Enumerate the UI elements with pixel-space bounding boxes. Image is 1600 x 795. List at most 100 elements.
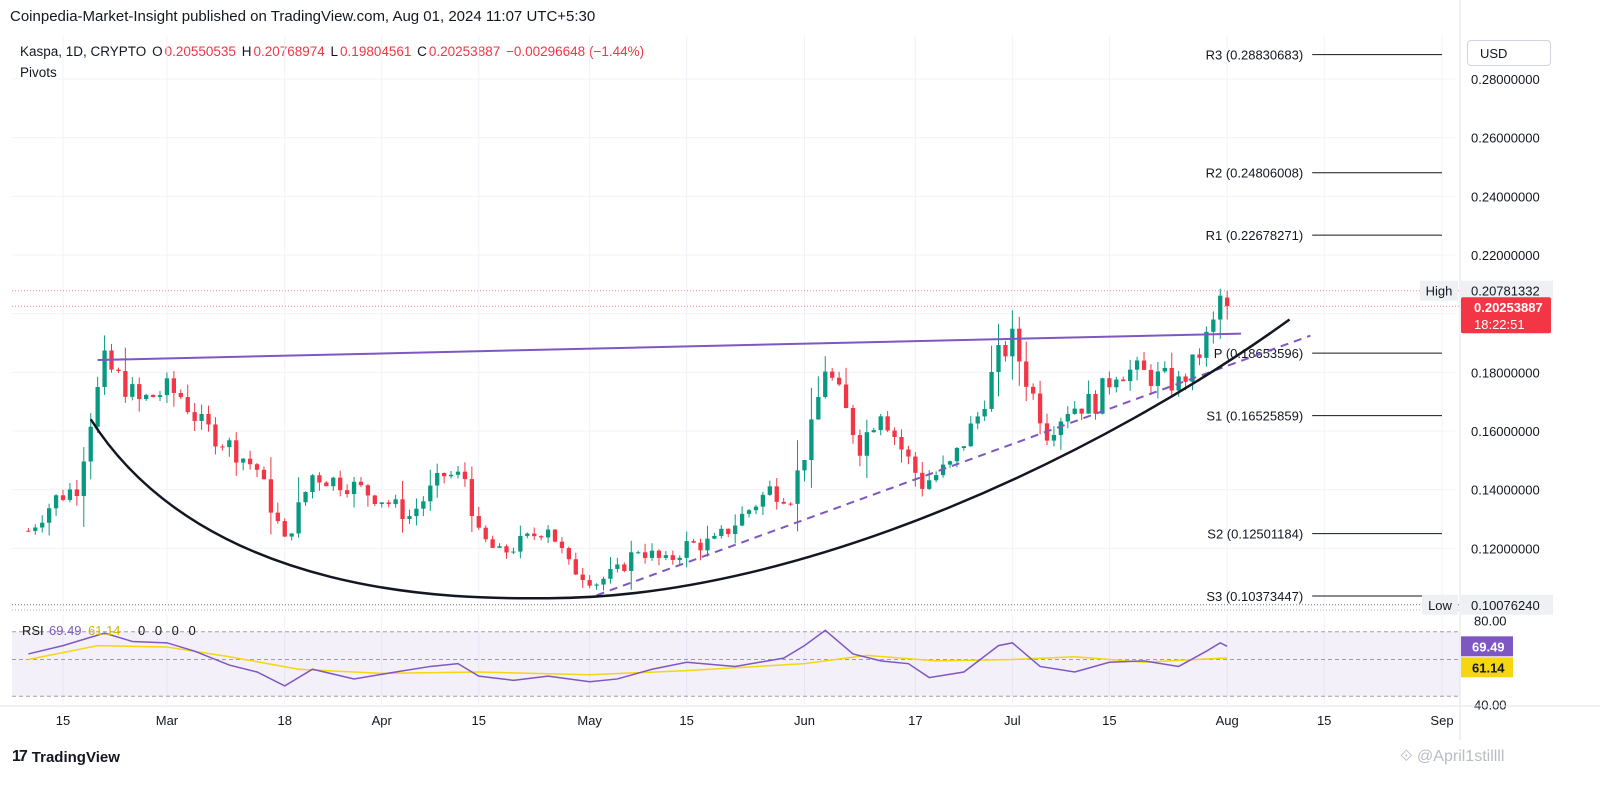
high-value: 0.20768974 xyxy=(253,44,325,59)
candle-body xyxy=(234,440,239,463)
candle-body xyxy=(247,458,253,465)
trendline-drawings xyxy=(89,318,1311,600)
candle-body xyxy=(462,471,468,480)
candle-body xyxy=(642,552,648,558)
candle-body xyxy=(906,449,911,457)
candle xyxy=(1010,310,1015,380)
candle xyxy=(566,546,572,565)
candle-body xyxy=(26,530,31,532)
candle-body xyxy=(275,512,280,522)
price-tick-label: 0.16000000 xyxy=(1471,424,1540,439)
candle xyxy=(40,515,45,533)
candle-body xyxy=(497,546,502,548)
candle xyxy=(830,367,835,381)
candle-body xyxy=(622,564,627,571)
candle xyxy=(102,335,107,395)
candle-body xyxy=(1031,386,1036,394)
candle-body xyxy=(857,435,863,456)
candle xyxy=(1058,417,1064,450)
candle xyxy=(421,496,426,517)
candle-body xyxy=(975,416,980,424)
candle-body xyxy=(317,475,322,483)
candle xyxy=(247,450,253,470)
tradingview-logo[interactable]: 17 TradingView xyxy=(12,748,120,766)
candle xyxy=(1197,348,1202,366)
candle-body xyxy=(1051,435,1057,441)
candle xyxy=(338,470,343,497)
candle-body xyxy=(1003,345,1008,357)
candle xyxy=(310,474,315,499)
candle-body xyxy=(961,446,967,448)
indicator-pivots-label[interactable]: Pivots xyxy=(20,65,57,80)
candle-body xyxy=(774,486,779,502)
candle xyxy=(462,462,468,487)
candle-body xyxy=(261,469,267,480)
candle xyxy=(317,472,322,491)
candle xyxy=(587,575,592,589)
candle-body xyxy=(712,535,717,539)
candle-body xyxy=(947,461,953,465)
candle-body xyxy=(746,510,752,514)
candle-body xyxy=(67,489,73,500)
candle xyxy=(712,532,717,540)
candle xyxy=(455,465,461,479)
candle-body xyxy=(559,541,565,549)
rsi-line xyxy=(28,629,1228,687)
candle-body xyxy=(1058,421,1064,436)
candle xyxy=(975,411,980,430)
candle xyxy=(331,476,336,491)
candle xyxy=(144,393,149,401)
candle-body xyxy=(310,475,315,492)
candle-body xyxy=(303,491,308,503)
candle-body xyxy=(1024,361,1029,387)
time-axis: 15 Mar 18 Apr 15 May 15 Jun 17 Jul 15 Aug 15 Sep xyxy=(0,0,1600,740)
candle-body xyxy=(511,551,516,553)
time-tick-label: 15 xyxy=(56,713,70,728)
candle-body xyxy=(171,378,177,393)
candle-body xyxy=(677,557,682,560)
candle-body xyxy=(504,546,509,553)
candle-body xyxy=(760,494,766,507)
candle xyxy=(864,419,869,478)
low-value-badge xyxy=(1461,594,1553,615)
price-chart[interactable]: R3 (0.28830683) R2 (0.24806008) R1 (0.2267… xyxy=(0,0,1600,740)
candle-body xyxy=(1155,371,1161,386)
candle xyxy=(1003,340,1008,362)
candle xyxy=(871,427,876,433)
candle-body xyxy=(379,502,384,504)
candle-body xyxy=(150,394,156,398)
candle xyxy=(545,525,551,544)
candle xyxy=(241,458,246,471)
candle xyxy=(823,356,828,399)
candle xyxy=(192,403,197,432)
candle xyxy=(60,489,66,502)
candle xyxy=(726,528,731,538)
price-tick-label: 0.26000000 xyxy=(1471,131,1540,146)
candle xyxy=(622,562,627,573)
candle xyxy=(996,324,1001,397)
candle xyxy=(518,525,523,559)
candle-body xyxy=(850,407,856,436)
candle-body xyxy=(899,436,904,450)
candle xyxy=(95,376,100,433)
candle-body xyxy=(88,426,93,462)
candle xyxy=(1100,377,1105,415)
currency-button[interactable]: USD xyxy=(1467,40,1551,66)
symbol-name[interactable]: Kaspa, 1D, CRYPTO xyxy=(20,44,147,59)
candle-body xyxy=(843,384,849,408)
candle-body xyxy=(53,495,59,509)
rsi-value-inline: 69.49 xyxy=(49,623,82,638)
candle xyxy=(719,525,724,539)
candle-body xyxy=(95,387,100,427)
candle-body xyxy=(428,485,433,502)
candle-body xyxy=(1128,369,1133,382)
candle xyxy=(559,537,565,554)
candle-body xyxy=(795,470,800,504)
candle-body xyxy=(1183,376,1188,382)
candle xyxy=(1114,376,1119,393)
candle-body xyxy=(670,555,675,560)
candle xyxy=(781,498,786,505)
time-tick-label: 17 xyxy=(908,713,922,728)
candle xyxy=(74,480,80,506)
candle-body xyxy=(726,528,731,535)
